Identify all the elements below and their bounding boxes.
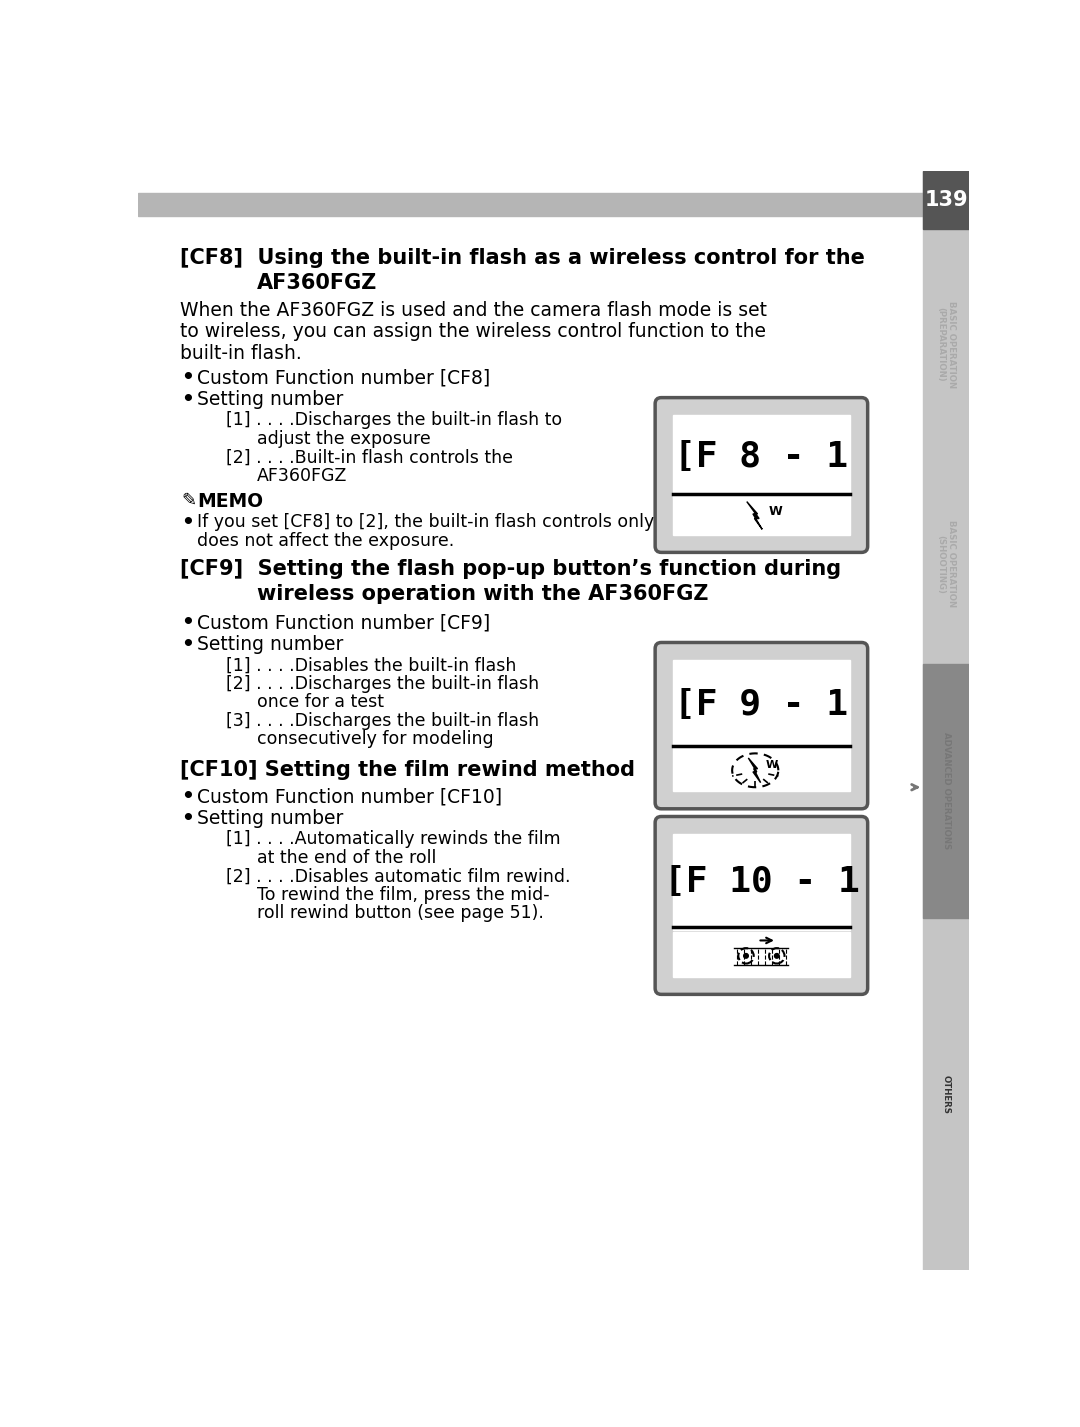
Bar — [673, 497, 850, 535]
Text: Custom Function number [CF8]: Custom Function number [CF8] — [197, 368, 490, 387]
Bar — [673, 415, 850, 498]
Text: at the end of the roll: at the end of the roll — [257, 849, 436, 866]
Text: Custom Function number [CF9]: Custom Function number [CF9] — [197, 614, 490, 632]
Text: W: W — [769, 505, 783, 518]
Text: [2] . . . .Disables automatic film rewind.: [2] . . . .Disables automatic film rewin… — [226, 868, 570, 885]
Text: •: • — [181, 614, 194, 632]
Text: [F 10 - 1: [F 10 - 1 — [663, 865, 860, 899]
Polygon shape — [748, 758, 760, 782]
Text: 139: 139 — [924, 190, 968, 210]
Text: To rewind the film, press the mid-: To rewind the film, press the mid- — [257, 886, 550, 903]
Bar — [923, 171, 970, 228]
Text: [3] . . . .Discharges the built-in flash: [3] . . . .Discharges the built-in flash — [226, 712, 539, 729]
Polygon shape — [746, 501, 762, 529]
Text: [F 9 - 1: [F 9 - 1 — [674, 688, 849, 722]
Text: Setting number: Setting number — [197, 635, 343, 654]
Text: BASIC OPERATION
(PREPARATION): BASIC OPERATION (PREPARATION) — [936, 301, 956, 388]
FancyBboxPatch shape — [656, 398, 867, 552]
Text: •: • — [181, 368, 194, 387]
Text: to wireless, you can assign the wireless control function to the: to wireless, you can assign the wireless… — [180, 323, 766, 341]
Bar — [923, 664, 970, 918]
Text: [1] . . . .Discharges the built-in flash to: [1] . . . .Discharges the built-in flash… — [226, 411, 563, 430]
Bar — [673, 749, 850, 791]
Text: OTHERS: OTHERS — [942, 1075, 950, 1113]
Bar — [138, 193, 923, 215]
Text: wireless operation with the AF360FGZ: wireless operation with the AF360FGZ — [257, 584, 708, 604]
Text: [1] . . . .Automatically rewinds the film: [1] . . . .Automatically rewinds the fil… — [226, 831, 561, 849]
Text: •: • — [181, 809, 194, 828]
Text: Setting number: Setting number — [197, 809, 343, 828]
Text: [CF8]  Using the built-in flash as a wireless control for the: [CF8] Using the built-in flash as a wire… — [180, 248, 865, 268]
Text: Custom Function number [CF10]: Custom Function number [CF10] — [197, 788, 502, 806]
Text: BASIC OPERATION
(SHOOTING): BASIC OPERATION (SHOOTING) — [936, 521, 956, 608]
Text: •: • — [181, 635, 194, 654]
Text: AF360FGZ: AF360FGZ — [257, 273, 377, 293]
Text: Setting number: Setting number — [197, 390, 343, 410]
Text: [1] . . . .Disables the built-in flash: [1] . . . .Disables the built-in flash — [226, 656, 516, 675]
Text: does not affect the exposure.: does not affect the exposure. — [197, 532, 455, 549]
Circle shape — [744, 953, 748, 958]
Text: •: • — [181, 788, 194, 806]
Bar — [923, 171, 970, 1270]
Text: W: W — [766, 759, 778, 769]
Text: roll rewind button (see page 51).: roll rewind button (see page 51). — [257, 905, 544, 922]
Text: adjust the exposure: adjust the exposure — [257, 430, 431, 448]
FancyBboxPatch shape — [656, 642, 867, 809]
Text: once for a test: once for a test — [257, 694, 384, 711]
FancyBboxPatch shape — [656, 816, 867, 995]
Text: [2] . . . .Built-in flash controls the: [2] . . . .Built-in flash controls the — [226, 448, 513, 467]
Text: [CF10] Setting the film rewind method: [CF10] Setting the film rewind method — [180, 759, 635, 779]
Text: [CF9]  Setting the flash pop-up button’s function during: [CF9] Setting the flash pop-up button’s … — [180, 559, 841, 579]
Text: ✎: ✎ — [181, 491, 197, 509]
Circle shape — [774, 953, 779, 958]
Text: MEMO: MEMO — [197, 491, 264, 511]
Text: AF360FGZ: AF360FGZ — [257, 467, 348, 485]
Bar — [673, 932, 850, 976]
Text: If you set [CF8] to [2], the built-in flash controls only the AF360FGZ and: If you set [CF8] to [2], the built-in fl… — [197, 514, 823, 531]
Bar — [673, 835, 850, 930]
Text: •: • — [181, 514, 194, 532]
Bar — [673, 661, 850, 749]
Text: ADVANCED OPERATIONS: ADVANCED OPERATIONS — [942, 732, 950, 849]
Text: [F 8 - 1: [F 8 - 1 — [674, 440, 849, 474]
Text: built-in flash.: built-in flash. — [180, 344, 301, 362]
Text: •: • — [181, 390, 194, 410]
Text: consecutively for modeling: consecutively for modeling — [257, 731, 494, 748]
Text: [2] . . . .Discharges the built-in flash: [2] . . . .Discharges the built-in flash — [226, 675, 539, 694]
Text: When the AF360FGZ is used and the camera flash mode is set: When the AF360FGZ is used and the camera… — [180, 301, 767, 320]
